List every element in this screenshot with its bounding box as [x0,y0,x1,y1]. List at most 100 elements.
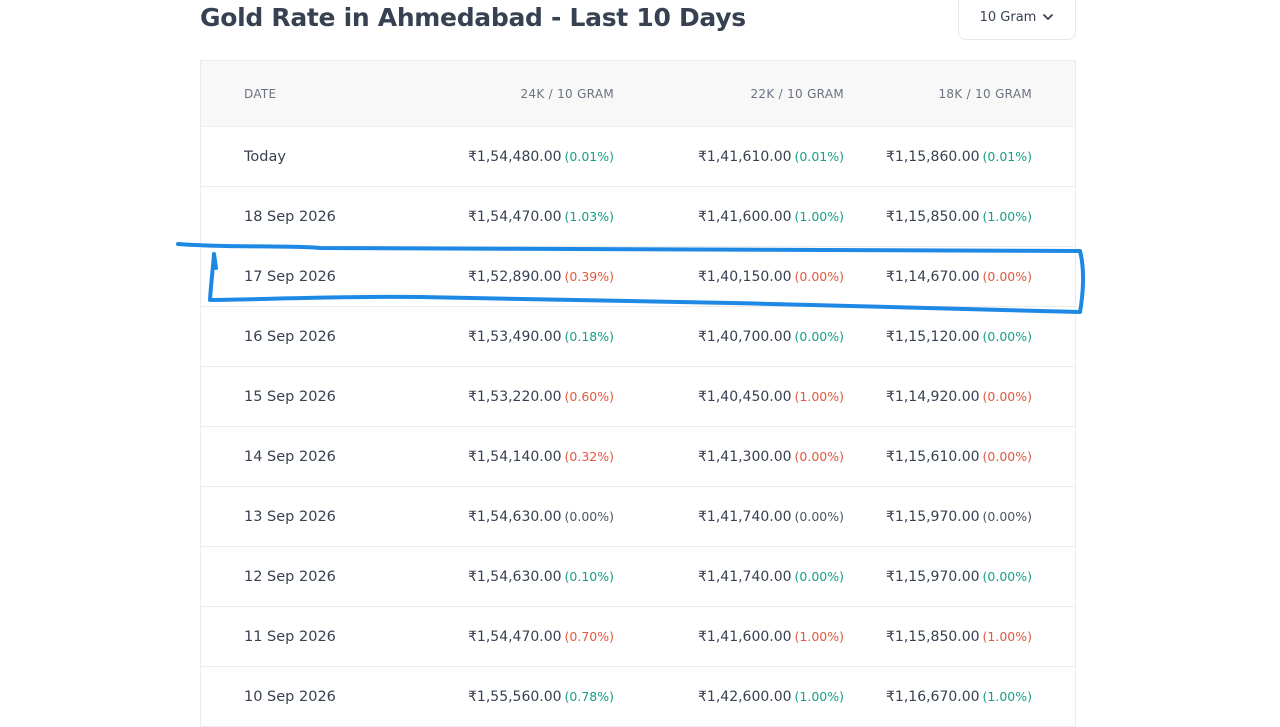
rate-cell-18k: ₹1,15,860.00 (0.01%) [886,127,1032,186]
table-row: 13 Sep 2026 ₹1,54,630.00 (0.00%) ₹1,41,740.… [201,487,1075,547]
change-percent: (0.01%) [794,149,844,164]
change-percent: (0.00%) [794,449,844,464]
change-percent: (0.00%) [794,329,844,344]
date-cell: 17 Sep 2026 [244,247,336,306]
table-header-row: DATE 24K / 10 GRAM 22K / 10 GRAM 18K / 1… [201,61,1075,127]
price-value: ₹1,42,600.00 [698,688,792,705]
change-percent: (1.00%) [794,209,844,224]
change-percent: (0.00%) [564,509,614,524]
date-text: Today [244,148,286,165]
price-value: ₹1,14,920.00 [886,388,980,405]
price-value: ₹1,41,740.00 [698,568,792,585]
date-text: 10 Sep 2026 [244,688,336,705]
date-cell: 12 Sep 2026 [244,547,336,606]
price-value: ₹1,40,700.00 [698,328,792,345]
date-text: 12 Sep 2026 [244,568,336,585]
rate-cell-22k: ₹1,41,740.00 (0.00%) [698,487,844,546]
date-text: 11 Sep 2026 [244,628,336,645]
change-percent: (1.00%) [982,689,1032,704]
change-percent: (0.60%) [564,389,614,404]
change-percent: (1.00%) [794,689,844,704]
change-percent: (1.00%) [982,629,1032,644]
price-value: ₹1,15,120.00 [886,328,980,345]
rate-cell-18k: ₹1,14,670.00 (0.00%) [886,247,1032,306]
rate-cell-24k: ₹1,53,220.00 (0.60%) [468,367,614,426]
price-value: ₹1,54,630.00 [468,568,562,585]
rate-cell-18k: ₹1,15,850.00 (1.00%) [886,607,1032,666]
column-header-24k: 24K / 10 GRAM [520,86,614,101]
table-row: 10 Sep 2026 ₹1,55,560.00 (0.78%) ₹1,42,600.… [201,667,1075,727]
change-percent: (0.00%) [982,569,1032,584]
date-text: 15 Sep 2026 [244,388,336,405]
price-value: ₹1,53,220.00 [468,388,562,405]
rate-cell-18k: ₹1,15,970.00 (0.00%) [886,547,1032,606]
price-value: ₹1,55,560.00 [468,688,562,705]
date-text: 14 Sep 2026 [244,448,336,465]
price-value: ₹1,41,300.00 [698,448,792,465]
rate-cell-22k: ₹1,40,450.00 (1.00%) [698,367,844,426]
page-title: Gold Rate in Ahmedabad - Last 10 Days [200,3,746,32]
date-text: 17 Sep 2026 [244,268,336,285]
price-value: ₹1,15,860.00 [886,148,980,165]
rate-cell-24k: ₹1,54,140.00 (0.32%) [468,427,614,486]
price-value: ₹1,15,610.00 [886,448,980,465]
unit-select-dropdown[interactable]: 10 Gram [958,0,1076,40]
column-header-18k: 18K / 10 GRAM [938,86,1032,101]
change-percent: (0.39%) [564,269,614,284]
date-cell: 11 Sep 2026 [244,607,336,666]
rate-cell-24k: ₹1,54,470.00 (0.70%) [468,607,614,666]
change-percent: (0.78%) [564,689,614,704]
change-percent: (0.18%) [564,329,614,344]
unit-select-value: 10 Gram [979,9,1037,25]
price-value: ₹1,40,150.00 [698,268,792,285]
column-header-22k: 22K / 10 GRAM [750,86,844,101]
rate-cell-24k: ₹1,52,890.00 (0.39%) [468,247,614,306]
change-percent: (0.00%) [982,389,1032,404]
change-percent: (0.10%) [564,569,614,584]
price-value: ₹1,52,890.00 [468,268,562,285]
rate-cell-24k: ₹1,54,480.00 (0.01%) [468,127,614,186]
date-cell: 13 Sep 2026 [244,487,336,546]
price-value: ₹1,54,140.00 [468,448,562,465]
date-cell: 14 Sep 2026 [244,427,336,486]
rate-cell-18k: ₹1,14,920.00 (0.00%) [886,367,1032,426]
rate-cell-22k: ₹1,41,740.00 (0.00%) [698,547,844,606]
price-value: ₹1,15,850.00 [886,208,980,225]
date-cell: Today [244,127,286,186]
rate-cell-18k: ₹1,15,610.00 (0.00%) [886,427,1032,486]
price-value: ₹1,41,600.00 [698,208,792,225]
rate-cell-24k: ₹1,55,560.00 (0.78%) [468,667,614,726]
price-value: ₹1,15,970.00 [886,508,980,525]
date-cell: 18 Sep 2026 [244,187,336,246]
price-value: ₹1,53,490.00 [468,328,562,345]
rate-cell-22k: ₹1,42,600.00 (1.00%) [698,667,844,726]
change-percent: (0.01%) [982,149,1032,164]
change-percent: (1.00%) [794,389,844,404]
change-percent: (0.00%) [982,449,1032,464]
rate-cell-18k: ₹1,16,670.00 (1.00%) [886,667,1032,726]
price-value: ₹1,41,740.00 [698,508,792,525]
change-percent: (0.00%) [794,509,844,524]
price-value: ₹1,40,450.00 [698,388,792,405]
column-header-date: DATE [244,86,277,101]
price-value: ₹1,54,630.00 [468,508,562,525]
rate-cell-24k: ₹1,53,490.00 (0.18%) [468,307,614,366]
price-value: ₹1,41,600.00 [698,628,792,645]
price-value: ₹1,14,670.00 [886,268,980,285]
rate-cell-18k: ₹1,15,120.00 (0.00%) [886,307,1032,366]
price-value: ₹1,15,850.00 [886,628,980,645]
change-percent: (0.00%) [982,509,1032,524]
date-cell: 15 Sep 2026 [244,367,336,426]
rate-cell-18k: ₹1,15,970.00 (0.00%) [886,487,1032,546]
gold-rate-table: DATE 24K / 10 GRAM 22K / 10 GRAM 18K / 1… [200,60,1076,727]
rate-cell-24k: ₹1,54,470.00 (1.03%) [468,187,614,246]
change-percent: (0.32%) [564,449,614,464]
price-value: ₹1,54,480.00 [468,148,562,165]
change-percent: (1.00%) [794,629,844,644]
date-text: 13 Sep 2026 [244,508,336,525]
table-row: 11 Sep 2026 ₹1,54,470.00 (0.70%) ₹1,41,600.… [201,607,1075,667]
rate-cell-22k: ₹1,41,600.00 (1.00%) [698,187,844,246]
change-percent: (0.00%) [794,569,844,584]
table-row: 14 Sep 2026 ₹1,54,140.00 (0.32%) ₹1,41,300.… [201,427,1075,487]
change-percent: (0.00%) [982,329,1032,344]
